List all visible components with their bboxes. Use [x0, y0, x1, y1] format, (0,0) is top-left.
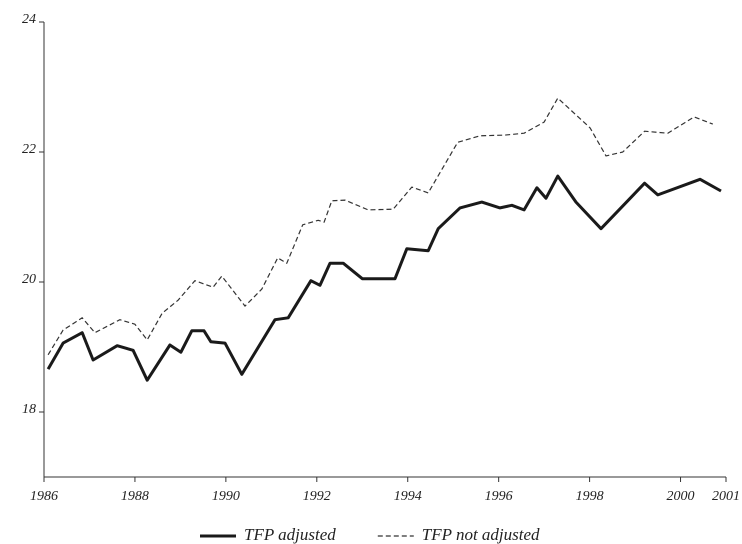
x-tick-label: 2001 [712, 489, 740, 504]
series-line [47, 97, 714, 356]
x-tick-label: 1988 [121, 489, 149, 504]
x-tick-label: 1994 [394, 489, 422, 504]
x-tick-label: 1990 [212, 489, 240, 504]
x-tick-label: 2000 [667, 489, 695, 504]
x-tick-label: 1996 [485, 489, 513, 504]
x-tick-label: 1998 [576, 489, 604, 504]
y-tick-label: 24 [22, 12, 36, 27]
series-line [46, 174, 722, 382]
y-tick-label: 20 [22, 272, 36, 287]
legend: TFP adjusted TFP not adjusted [200, 525, 540, 544]
y-tick-label: 18 [22, 402, 36, 417]
x-tick-label: 1986 [30, 489, 58, 504]
legend-label: TFP adjusted [244, 525, 336, 544]
y-tick-label: 22 [22, 142, 36, 157]
x-tick-label: 1992 [303, 489, 331, 504]
legend-label: TFP not adjusted [422, 525, 540, 544]
